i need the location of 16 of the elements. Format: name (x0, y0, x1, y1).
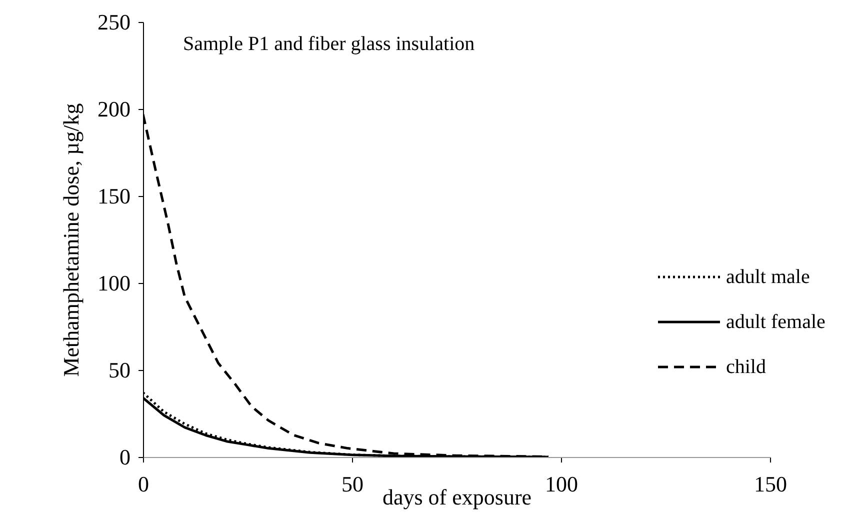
x-axis-title: days of exposure (382, 484, 532, 510)
legend-label: adult male (726, 266, 810, 288)
x-tick-label: 150 (754, 472, 787, 496)
y-axis-title: Methamphetamine dose, µg/kg (58, 103, 84, 377)
x-tick-label: 0 (138, 472, 149, 496)
x-tick-label: 100 (545, 472, 578, 496)
y-tick-label: 0 (120, 444, 130, 470)
y-tick-label: 250 (98, 10, 130, 34)
legend-label: adult female (726, 311, 826, 333)
y-tick-label: 100 (98, 270, 130, 296)
y-tick-label: 50 (108, 358, 130, 382)
y-tick-label: 150 (98, 184, 130, 208)
text: Sample P1 and fiber glass insulation (183, 33, 475, 55)
x-tick-label: 50 (342, 472, 364, 496)
legend-label: child (726, 356, 766, 378)
y-tick-label: 200 (98, 96, 130, 122)
